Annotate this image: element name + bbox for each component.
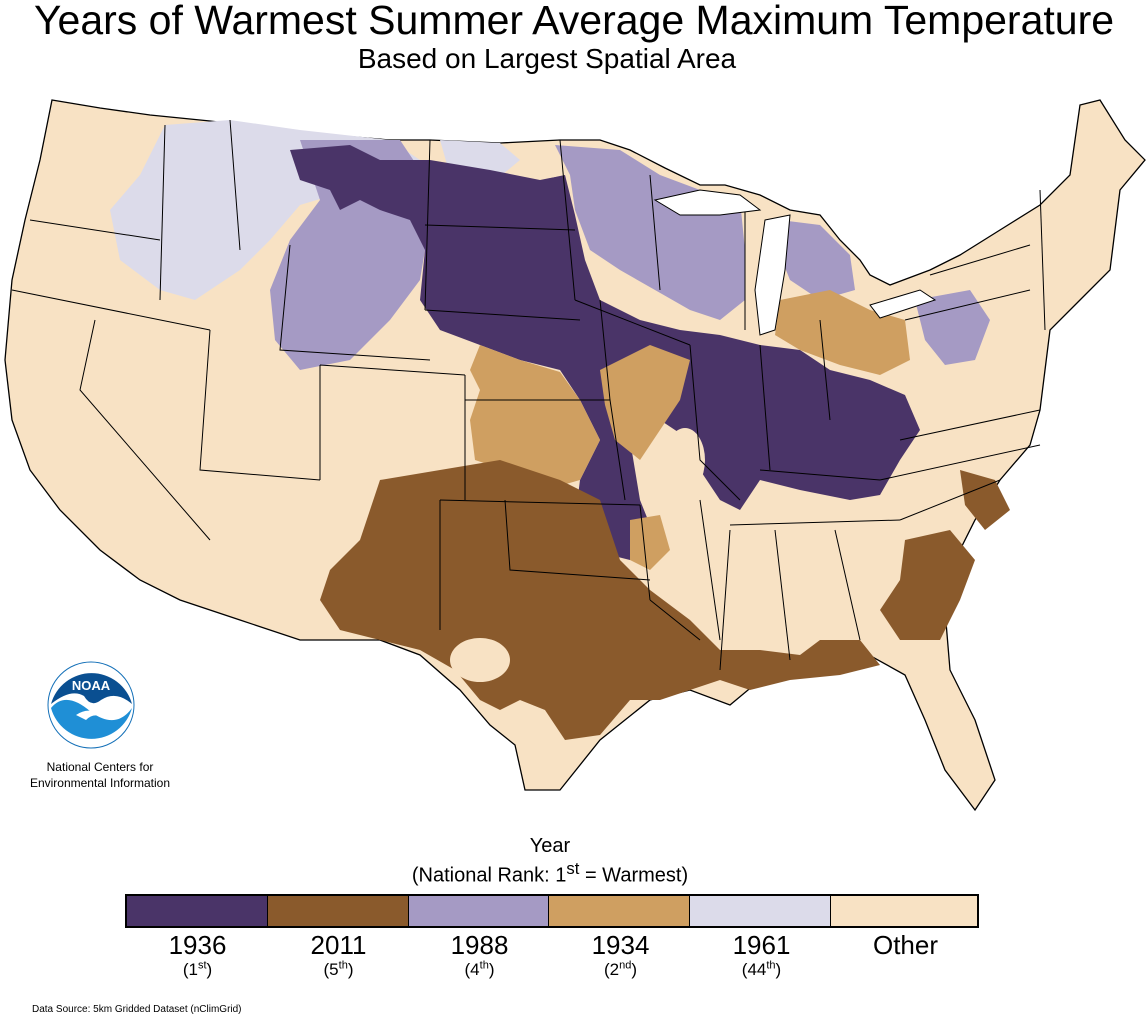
region-1934-plains [470,345,600,490]
legend-subtitle-sup: st [566,859,580,878]
legend-rank-num: 1 [188,960,198,979]
legend-rank: (2nd) [603,959,638,979]
legend-year: 1988 [450,930,509,960]
legend-rank-sup: st [197,959,207,972]
region-2011-se [880,530,975,640]
legend-year: 1961 [732,930,791,960]
other-patch-nd [525,162,565,178]
org-name: National Centers for Environmental Infor… [29,760,171,790]
legend-rank: (5th) [323,959,354,979]
legend-rank: (1st) [182,959,213,979]
region-1934-mo [600,345,690,460]
legend-swatch-1961 [690,896,832,926]
map-title: Years of Warmest Summer Average Maximum … [33,0,1115,43]
legend-swatch-1936 [127,896,268,926]
data-source: Data Source: 5km Gridded Dataset (nClimG… [32,1004,242,1015]
other-patch-il [665,428,705,492]
legend-subtitle: (National Rank: 1st = Warmest) [350,857,750,888]
legend-swatch-other [831,896,977,926]
legend-swatch-1988 [408,896,550,926]
legend-rank: (4th) [464,959,495,979]
legend-rank-sup: th [338,959,348,972]
legend-rank-num: 2 [609,960,620,979]
region-1988-mn [555,145,745,320]
legend-label-2011: 2011 (5th) [268,930,409,980]
legend-label-1961: 1961 (44th) [691,930,832,980]
lake-michigan [754,214,791,336]
legend-year: 1934 [591,930,650,960]
legend-title: Year [529,835,571,857]
region-1988-mi [778,220,855,300]
region-2011-nc [960,470,1010,530]
legend-label-1988: 1988 (4th) [409,930,550,980]
legend-rank-sup: th [479,959,489,972]
legend-rank: (44th) [741,959,782,979]
region-1934-ar [630,515,670,570]
noaa-logo: NOAA [47,661,135,749]
legend-subtitle-end: = Warmest) [579,864,689,887]
legend-swatch-2011 [267,896,409,926]
legend-year: 2011 [310,930,367,960]
legend-swatch-1934 [549,896,691,926]
region-1988-pa [915,290,990,365]
map-subtitle: Based on Largest Spatial Area [357,43,737,74]
legend-colorbar [125,894,979,928]
region-1934-oh [775,290,910,375]
legend-subtitle-start: (National Rank: 1 [411,864,567,887]
legend-year: 1936 [168,930,227,960]
legend-label-1934: 1934 (2nd) [550,930,691,980]
legend-rank-num: 5 [329,960,339,979]
noaa-logo-text: NOAA [72,678,111,693]
other-patch-tx [450,638,510,682]
legend-label-other: Other [835,930,976,960]
legend-rank-num: 4 [470,960,480,979]
legend-rank-sup: th [766,959,776,972]
state-borders [11,119,1046,671]
lake-superior [653,189,762,216]
legend-rank-num: 44 [747,960,767,979]
legend-year: Other [872,930,939,960]
legend-label-1936: 1936 (1st) [127,930,268,980]
lake-erie [869,289,937,319]
legend-rank-sup: nd [619,959,632,972]
